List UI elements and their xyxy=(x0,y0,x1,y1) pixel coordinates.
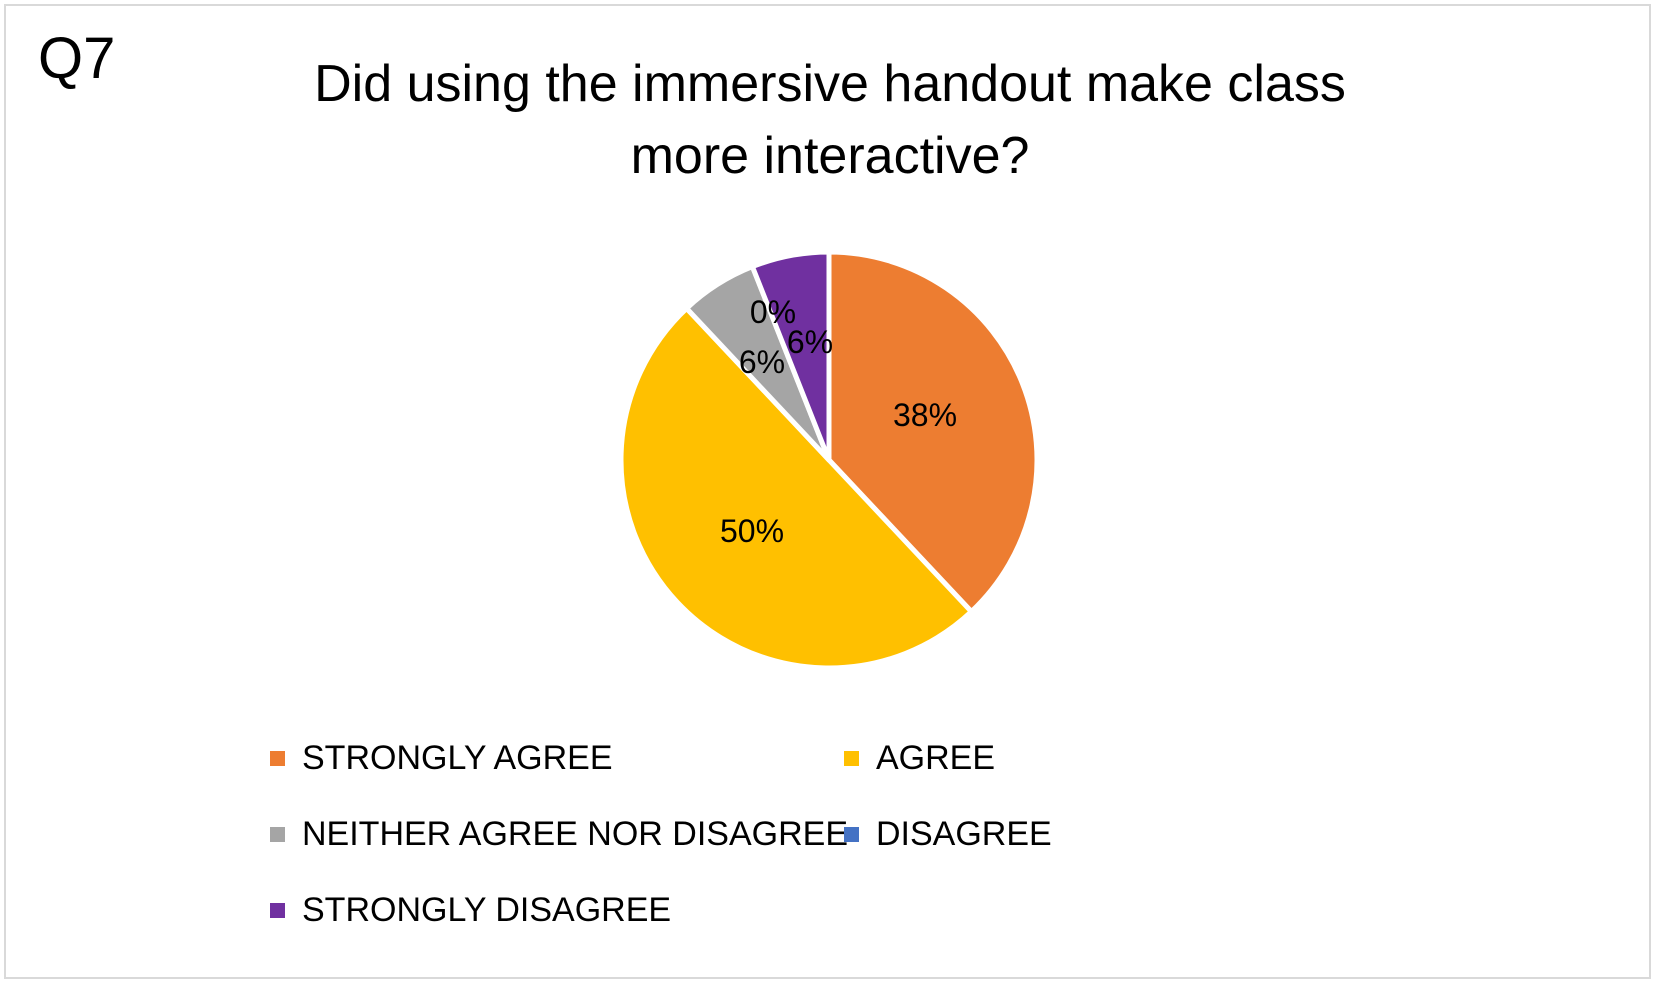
legend: STRONGLY AGREE AGREE NEITHER AGREE NOR D… xyxy=(270,738,1170,930)
data-label-neither-agree-nor-disagree: 6% xyxy=(739,344,785,380)
pie-slice-strongly-agree xyxy=(826,249,1040,615)
chart-title-line-2: more interactive? xyxy=(630,127,1030,185)
legend-item-agree: AGREE xyxy=(844,738,1164,778)
legend-swatch xyxy=(844,750,859,766)
legend-label: DISAGREE xyxy=(876,814,1052,853)
data-label-disagree: 0% xyxy=(750,294,796,330)
legend-swatch xyxy=(270,902,285,918)
legend-label: STRONGLY AGREE xyxy=(302,738,613,777)
legend-label: STRONGLY DISAGREE xyxy=(302,890,672,929)
data-label-agree: 50% xyxy=(720,513,784,549)
data-label-strongly-disagree: 6% xyxy=(787,324,833,360)
question-number: Q7 xyxy=(38,26,116,91)
data-label-strongly-agree: 38% xyxy=(893,397,957,433)
legend-label: AGREE xyxy=(876,738,996,777)
chart-title-line-1: Did using the immersive handout make cla… xyxy=(314,55,1346,113)
pie-slice-strongly-disagree xyxy=(749,249,832,463)
pie-slice-agree xyxy=(618,305,974,671)
legend-swatch xyxy=(844,826,859,842)
pie-slices xyxy=(618,249,1040,671)
legend-label: NEITHER AGREE NOR DISAGREE xyxy=(302,814,848,853)
legend-swatch xyxy=(270,750,285,766)
legend-item-strongly-agree: STRONGLY AGREE xyxy=(270,738,844,778)
legend-swatch xyxy=(270,826,285,842)
pie-data-labels: 38%50%6%0%6% xyxy=(720,294,957,549)
chart-title: Did using the immersive handout make cla… xyxy=(200,48,1460,192)
legend-item-disagree: DISAGREE xyxy=(844,814,1164,854)
legend-item-neither: NEITHER AGREE NOR DISAGREE xyxy=(270,814,848,854)
legend-item-strongly-disagree: STRONGLY DISAGREE xyxy=(270,890,844,930)
